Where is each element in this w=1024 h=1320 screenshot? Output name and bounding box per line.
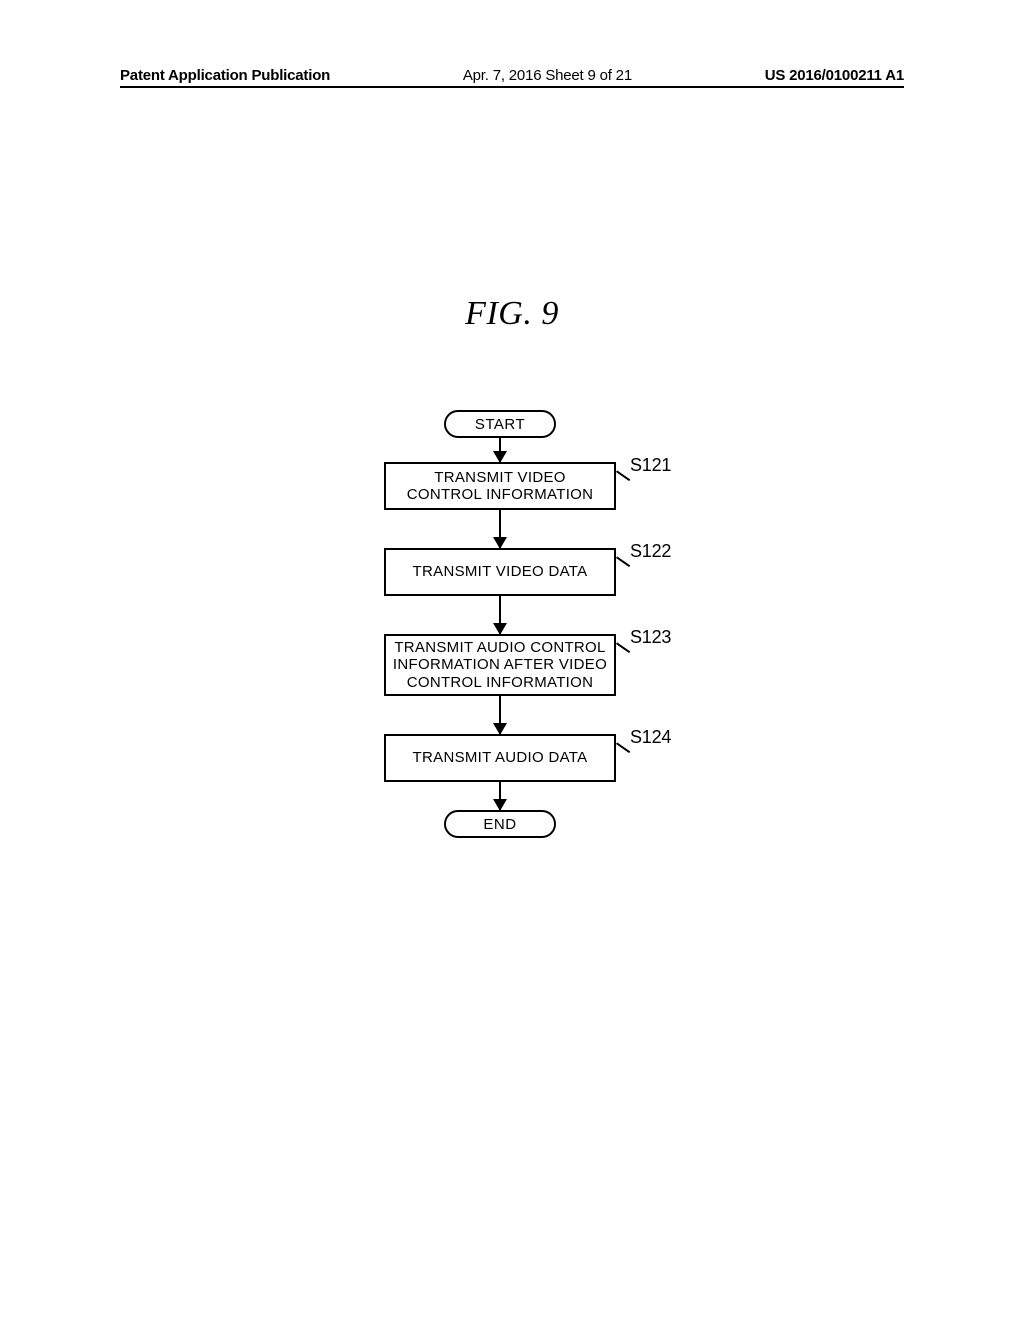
step-label-s121: S121 bbox=[630, 455, 671, 476]
arrow-start-s121 bbox=[499, 438, 501, 462]
process-s124-label: TRANSMIT AUDIO DATA bbox=[413, 749, 588, 766]
flowchart-canvas: START TRANSMIT VIDEO CONTROL INFORMATION… bbox=[0, 400, 1024, 960]
leader-s121 bbox=[616, 470, 630, 481]
header-left: Patent Application Publication bbox=[120, 68, 330, 83]
step-label-s122: S122 bbox=[630, 541, 671, 562]
arrow-s121-s122 bbox=[499, 510, 501, 548]
step-label-s123: S123 bbox=[630, 627, 671, 648]
process-s124: TRANSMIT AUDIO DATA bbox=[384, 734, 616, 782]
arrow-s124-end bbox=[499, 782, 501, 810]
leader-s124 bbox=[616, 742, 630, 753]
header-right: US 2016/0100211 A1 bbox=[765, 68, 904, 83]
leader-s122 bbox=[616, 556, 630, 567]
page-header: Patent Application Publication Apr. 7, 2… bbox=[120, 86, 904, 110]
process-s121: TRANSMIT VIDEO CONTROL INFORMATION bbox=[384, 462, 616, 510]
step-label-s124: S124 bbox=[630, 727, 671, 748]
process-s122: TRANSMIT VIDEO DATA bbox=[384, 548, 616, 596]
process-s123: TRANSMIT AUDIO CONTROL INFORMATION AFTER… bbox=[384, 634, 616, 696]
terminator-start: START bbox=[444, 410, 556, 438]
header-middle: Apr. 7, 2016 Sheet 9 of 21 bbox=[463, 68, 632, 83]
figure-title: FIG. 9 bbox=[0, 295, 1024, 333]
terminator-end-label: END bbox=[483, 816, 516, 833]
terminator-end: END bbox=[444, 810, 556, 838]
process-s122-label: TRANSMIT VIDEO DATA bbox=[413, 563, 588, 580]
terminator-start-label: START bbox=[475, 416, 525, 433]
arrow-s122-s123 bbox=[499, 596, 501, 634]
arrow-s123-s124 bbox=[499, 696, 501, 734]
process-s123-label: TRANSMIT AUDIO CONTROL INFORMATION AFTER… bbox=[393, 639, 607, 691]
leader-s123 bbox=[616, 642, 630, 653]
process-s121-label: TRANSMIT VIDEO CONTROL INFORMATION bbox=[407, 469, 594, 504]
